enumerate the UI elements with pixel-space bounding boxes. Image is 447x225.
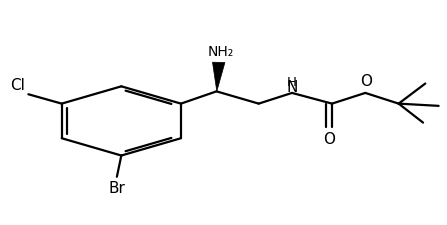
Text: N: N [287, 80, 298, 94]
Polygon shape [212, 63, 225, 92]
Text: O: O [360, 74, 372, 89]
Text: NH₂: NH₂ [208, 45, 234, 59]
Text: H: H [287, 76, 297, 89]
Text: Cl: Cl [10, 78, 25, 93]
Text: Br: Br [109, 180, 125, 195]
Text: O: O [323, 131, 335, 146]
